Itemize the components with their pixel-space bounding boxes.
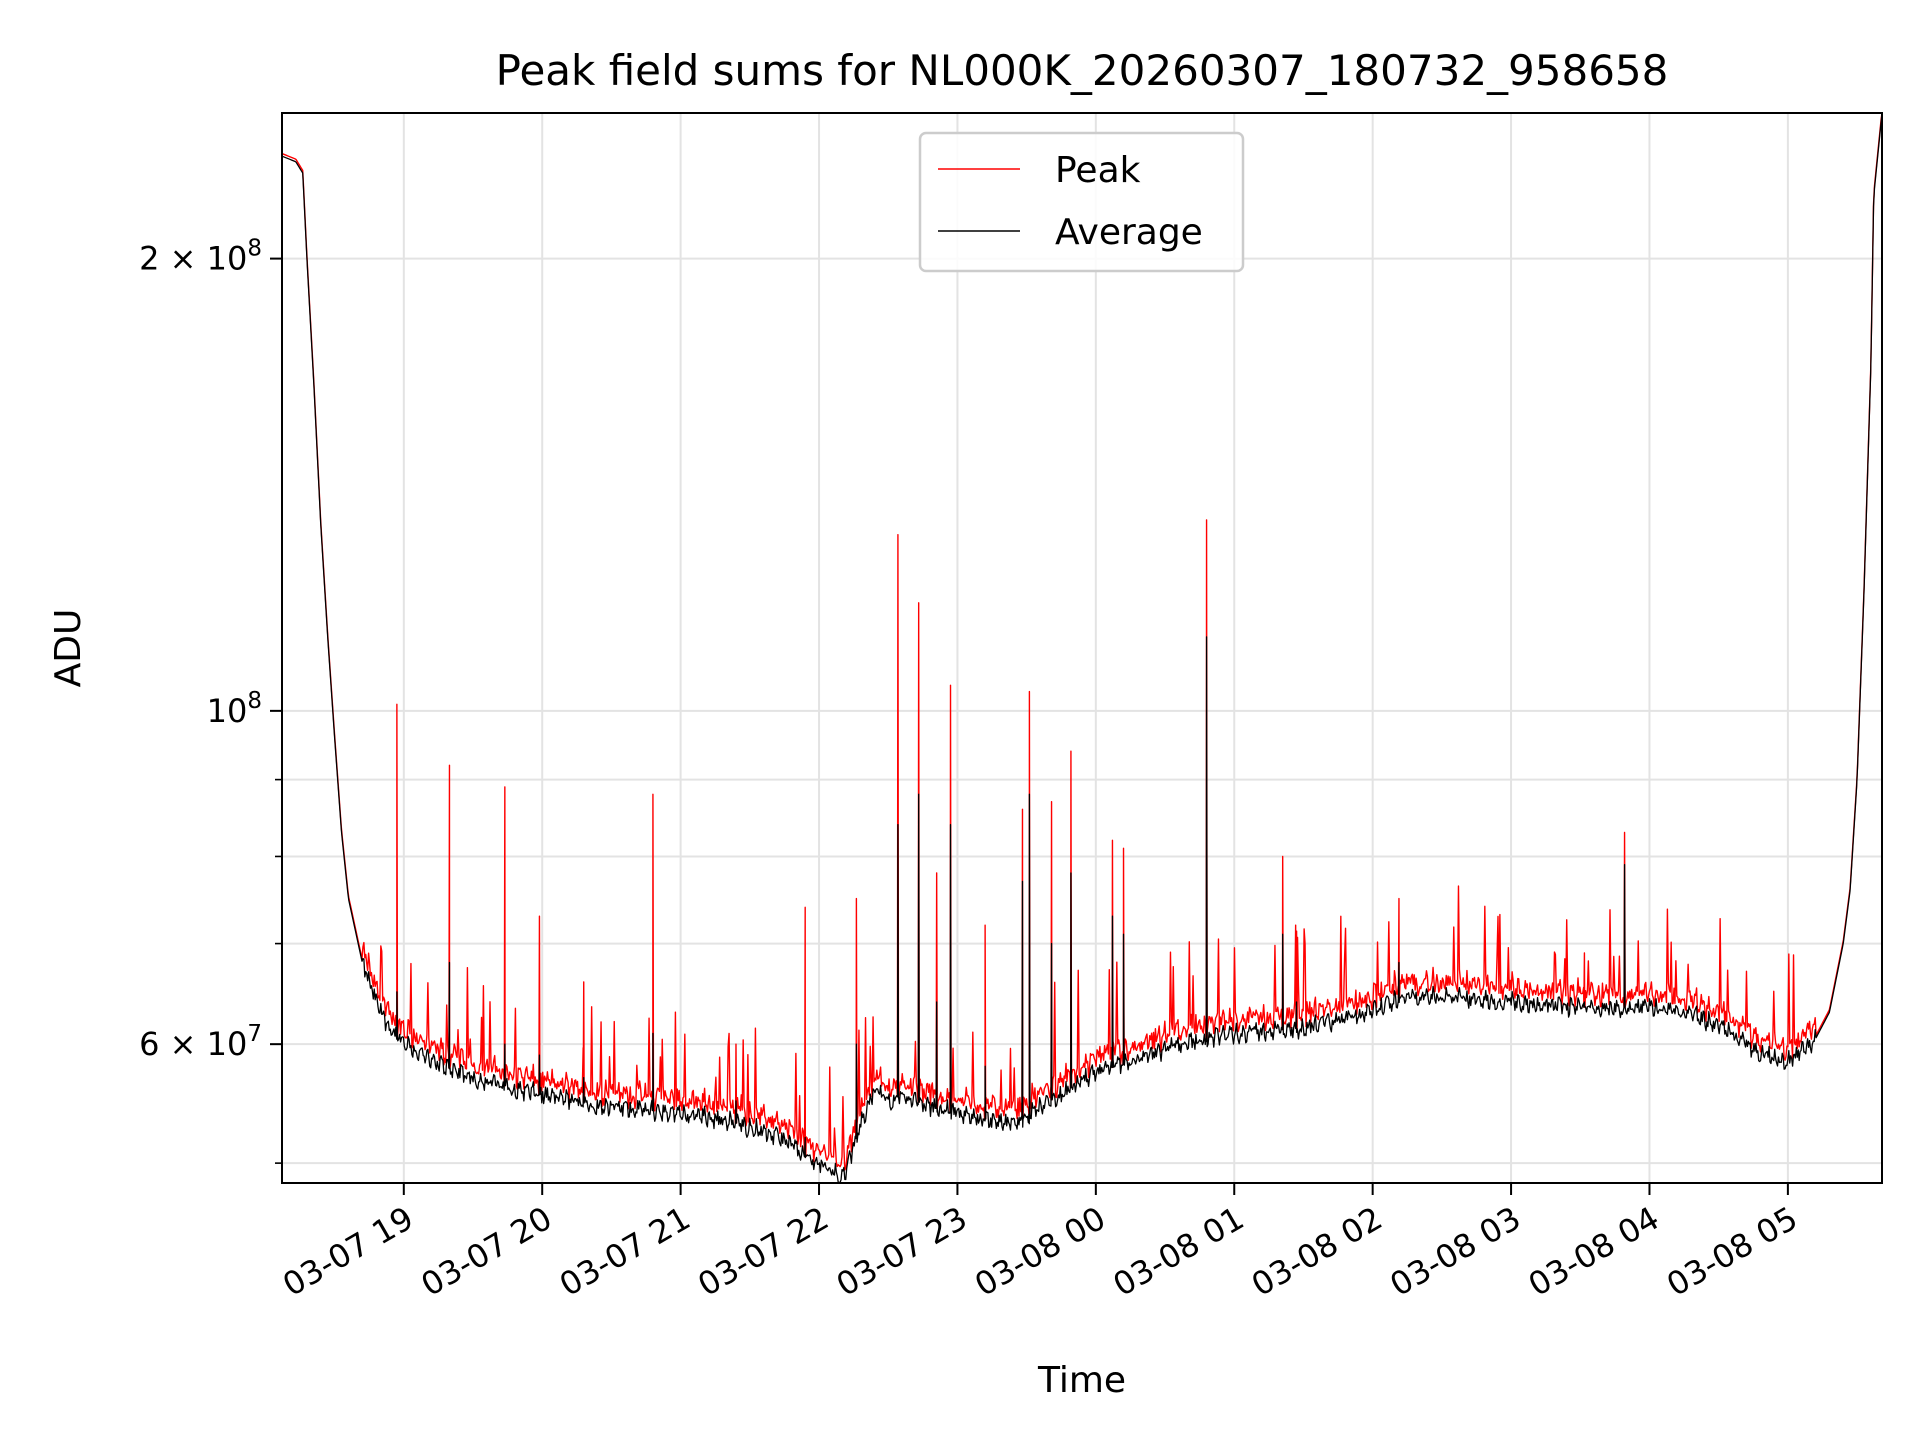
legend: Peak Average [918, 131, 1245, 273]
y-tick-base: 2 × 10 [139, 240, 247, 278]
plot-area-frame [281, 112, 1883, 1184]
y-tick-base: 10 [207, 692, 248, 730]
y-tick-label: 108 [207, 688, 262, 730]
y-axis-label: ADU [48, 609, 89, 688]
legend-peak-label: Peak [1055, 150, 1141, 191]
series-average-line [282, 113, 1882, 1183]
y-tick-base: 6 × 10 [139, 1025, 247, 1063]
y-tick-exponent: 8 [247, 688, 262, 714]
series-layer [282, 113, 1882, 1183]
y-tick-exponent: 8 [247, 236, 262, 262]
legend-average-label: Average [1055, 212, 1203, 253]
x-axis-label: Time [1037, 1360, 1126, 1401]
y-tick-label: 6 × 107 [139, 1021, 262, 1063]
y-tick-exponent: 7 [247, 1021, 262, 1047]
y-tick-label: 2 × 108 [139, 236, 262, 278]
chart-title: Peak field sums for NL000K_20260307_1807… [496, 46, 1669, 95]
legend-box [918, 131, 1245, 273]
